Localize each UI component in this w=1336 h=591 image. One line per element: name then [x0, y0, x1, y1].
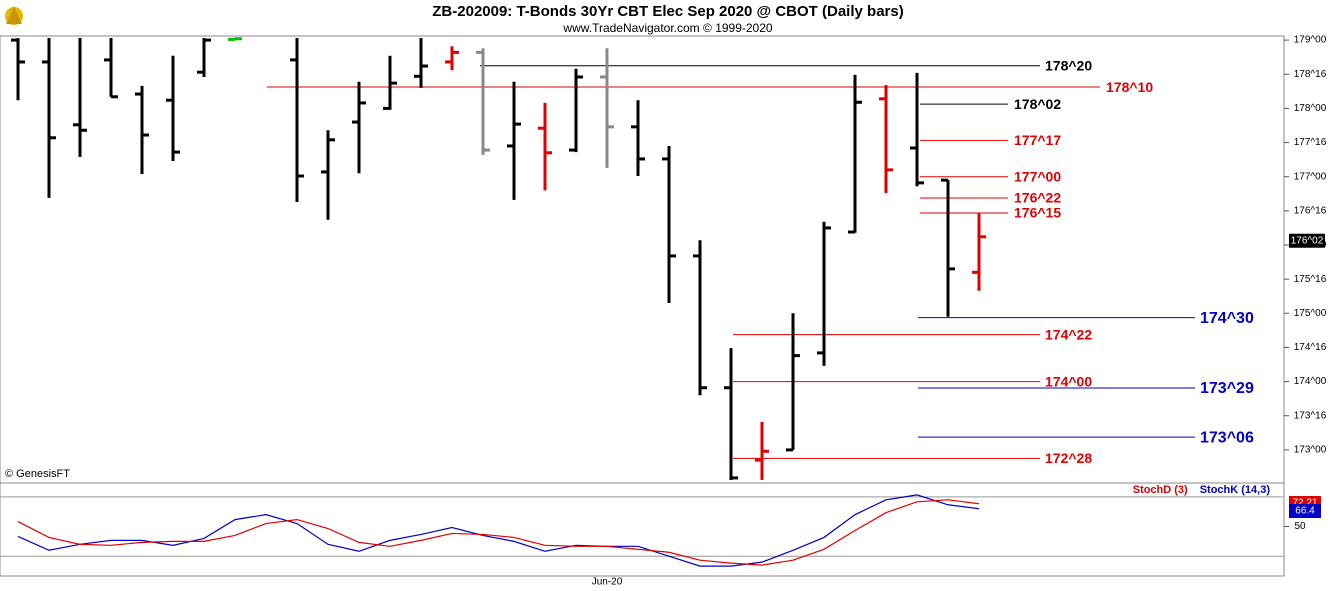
y-tick-label: 173^16 — [1294, 410, 1327, 421]
level-label: 173^29 — [1200, 380, 1254, 397]
level-label: 177^00 — [1014, 168, 1061, 184]
chart-subtitle: www.TradeNavigator.com © 1999-2020 — [562, 21, 772, 35]
level-label: 174^22 — [1045, 326, 1092, 342]
level-label: 176^22 — [1014, 190, 1061, 206]
source-note: © GenesisFT — [5, 468, 70, 480]
level-label: 174^30 — [1200, 310, 1254, 327]
level-label: 174^00 — [1045, 373, 1092, 389]
last-price-box — [1289, 233, 1325, 248]
level-label: 173^06 — [1200, 429, 1254, 446]
logo — [5, 6, 23, 25]
last-price-label: 176^02 — [1291, 235, 1324, 246]
level-label: 177^17 — [1014, 132, 1061, 148]
y-tick-label: 174^16 — [1294, 342, 1327, 353]
level-label: 172^28 — [1045, 450, 1092, 466]
legend-label: StochK (14,3) — [1200, 484, 1271, 496]
last-value-label: 66.4 — [1295, 506, 1315, 517]
y-tick-label: 177^16 — [1294, 137, 1327, 148]
level-label: 178^02 — [1014, 96, 1061, 112]
y-tick-label: 175^00 — [1294, 308, 1327, 319]
x-tick-label: Jun-20 — [592, 577, 623, 588]
y-tick-label: 177^00 — [1294, 171, 1327, 182]
level-label: 178^20 — [1045, 57, 1092, 73]
y-tick-label: 174^00 — [1294, 376, 1327, 387]
y-tick-label: 179^00 — [1294, 35, 1327, 46]
last-value-box — [1289, 504, 1321, 518]
stoch-line — [17, 494, 980, 567]
chart-title: ZB-202009: T-Bonds 30Yr CBT Elec Sep 202… — [432, 3, 903, 20]
level-label: 178^10 — [1106, 79, 1153, 95]
level-label: 176^15 — [1014, 205, 1061, 221]
plot-frame — [0, 35, 1285, 577]
y-tick-label: 173^00 — [1294, 445, 1327, 456]
legend-label: StochD (3) — [1133, 484, 1188, 496]
stoch-line — [17, 499, 980, 566]
y-tick-label: 175^16 — [1294, 274, 1327, 285]
y-tick-label: 176^16 — [1294, 205, 1327, 216]
y-tick-label: 50 — [1294, 521, 1306, 532]
last-value-label: 72.21 — [1292, 498, 1317, 509]
y-tick-label: 178^00 — [1294, 103, 1327, 114]
y-tick-label: 178^16 — [1294, 69, 1327, 80]
